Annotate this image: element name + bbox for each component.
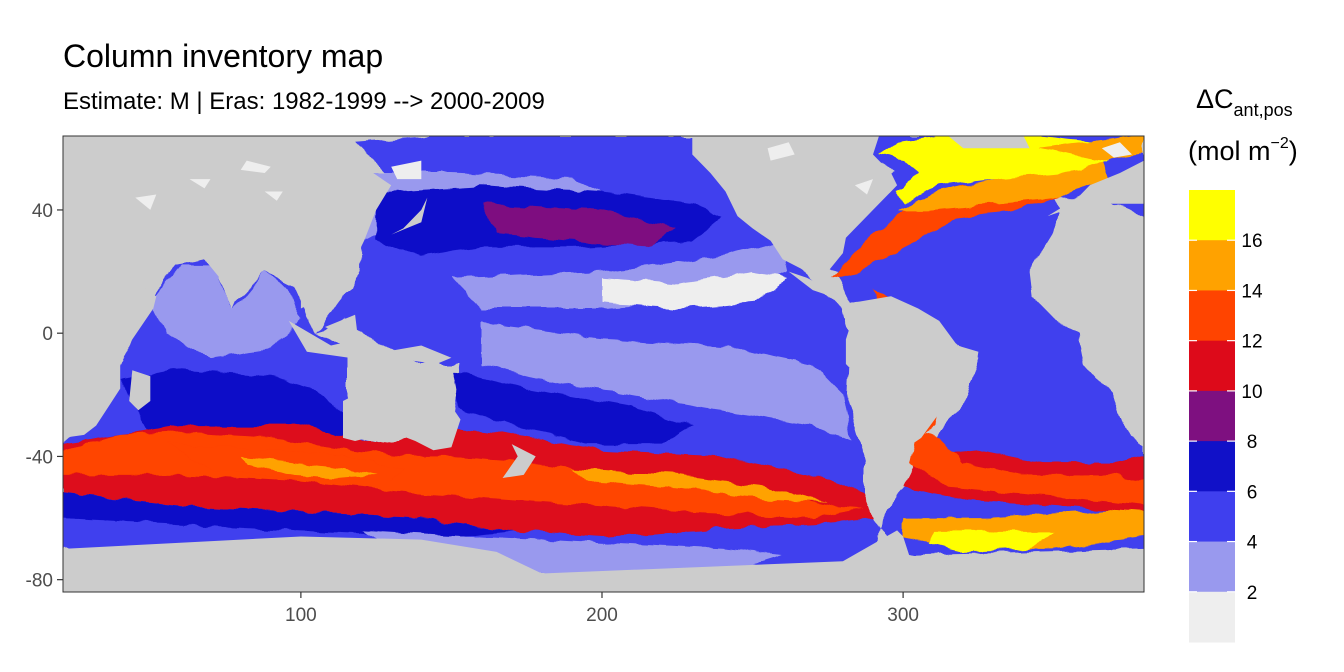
- north-pacific-core: [481, 203, 678, 247]
- legend-swatch: [1189, 491, 1235, 543]
- land-masses: [63, 136, 1144, 592]
- x-tick-label: 300: [887, 605, 919, 626]
- legend-swatch: [1189, 591, 1235, 643]
- arabian-sea-light: [150, 265, 301, 358]
- x-tick-label: 200: [586, 605, 618, 626]
- ocean-field: [63, 136, 1144, 574]
- legend: 2 4 6 8 10 12 14 16: [1189, 190, 1263, 643]
- indian-sector-orange: [240, 456, 380, 478]
- legend-swatch: [1189, 190, 1235, 241]
- missing-data-patch: [189, 179, 211, 189]
- missing-data-patch: [1101, 142, 1132, 158]
- legend-swatch: [1189, 340, 1235, 392]
- legend-break-label: 6: [1247, 482, 1258, 503]
- missing-data-patch: [240, 160, 271, 173]
- legend-swatch: [1189, 441, 1235, 492]
- legend-swatch: [1189, 390, 1235, 442]
- legend-break-label: 10: [1241, 382, 1262, 403]
- y-tick-label: -40: [26, 447, 53, 468]
- legend-break-label: 4: [1247, 533, 1258, 554]
- land-europe-africa-west: [63, 222, 157, 438]
- legend-break-label: 12: [1241, 332, 1262, 353]
- weddell-sea-yellow: [927, 530, 1054, 552]
- land-borneo-indonesia: [288, 314, 452, 364]
- legend-break-label: 8: [1247, 432, 1258, 453]
- western-pacific-blue: [451, 370, 693, 445]
- legend-break-label: 2: [1247, 583, 1258, 604]
- missing-data-patch: [264, 191, 283, 201]
- y-tick-label: -80: [26, 571, 53, 592]
- legend-break-label: 14: [1241, 281, 1263, 302]
- legend-title-subscript: ant,pos: [1233, 100, 1293, 120]
- legend-title-main: ΔC: [1196, 84, 1234, 114]
- legend-swatch: [1189, 240, 1235, 291]
- missing-data-patch: [391, 160, 422, 180]
- land-south-america: [845, 296, 979, 503]
- land-new-zealand: [502, 444, 536, 478]
- land-africa-east: [1029, 219, 1144, 438]
- chart-title: Column inventory map: [63, 38, 384, 74]
- land-central-america: [788, 271, 849, 309]
- y-tick-label: 0: [42, 324, 53, 345]
- missing-data-patch: [767, 142, 795, 161]
- land-japan: [391, 197, 428, 235]
- north-atlantic-yellow: [879, 136, 1108, 204]
- map-panel: [63, 136, 1144, 592]
- equatorial-pacific-light: [481, 320, 852, 441]
- south-atlantic-boundary-red: [909, 431, 1144, 506]
- missing-data-patch: [854, 179, 873, 195]
- legend-unit-superscript: −2: [1270, 135, 1289, 152]
- land-europe: [1047, 160, 1144, 217]
- missing-data-patches: [135, 142, 1132, 210]
- land-australia: [343, 367, 461, 451]
- chart-subtitle: Estimate: M | Eras: 1982-1999 --> 2000-2…: [63, 88, 545, 115]
- southern-ocean-blue: [63, 493, 512, 537]
- legend-unit-prefix: (mol m: [1188, 136, 1271, 166]
- x-tick-label: 100: [285, 605, 317, 626]
- missing-data-patch: [135, 194, 157, 210]
- legend-swatch: [1189, 290, 1235, 342]
- legend-title: ΔCant,pos: [1196, 84, 1293, 120]
- eastern-tropical-pacific: [602, 271, 789, 309]
- legend-swatch: [1189, 541, 1235, 593]
- legend-unit: (mol m−2): [1188, 135, 1298, 167]
- pacific-sector-orange: [571, 468, 828, 503]
- y-tick-label: 40: [32, 201, 53, 222]
- land-asia-south: [63, 136, 392, 309]
- land-antarctica: [63, 530, 1144, 592]
- land-north-america: [692, 136, 898, 281]
- legend-break-label: 16: [1241, 231, 1262, 252]
- land-greenland: [948, 136, 1030, 149]
- land-madagascar: [129, 370, 151, 411]
- panel-border: [62, 135, 1145, 593]
- legend-unit-suffix: ): [1288, 136, 1298, 166]
